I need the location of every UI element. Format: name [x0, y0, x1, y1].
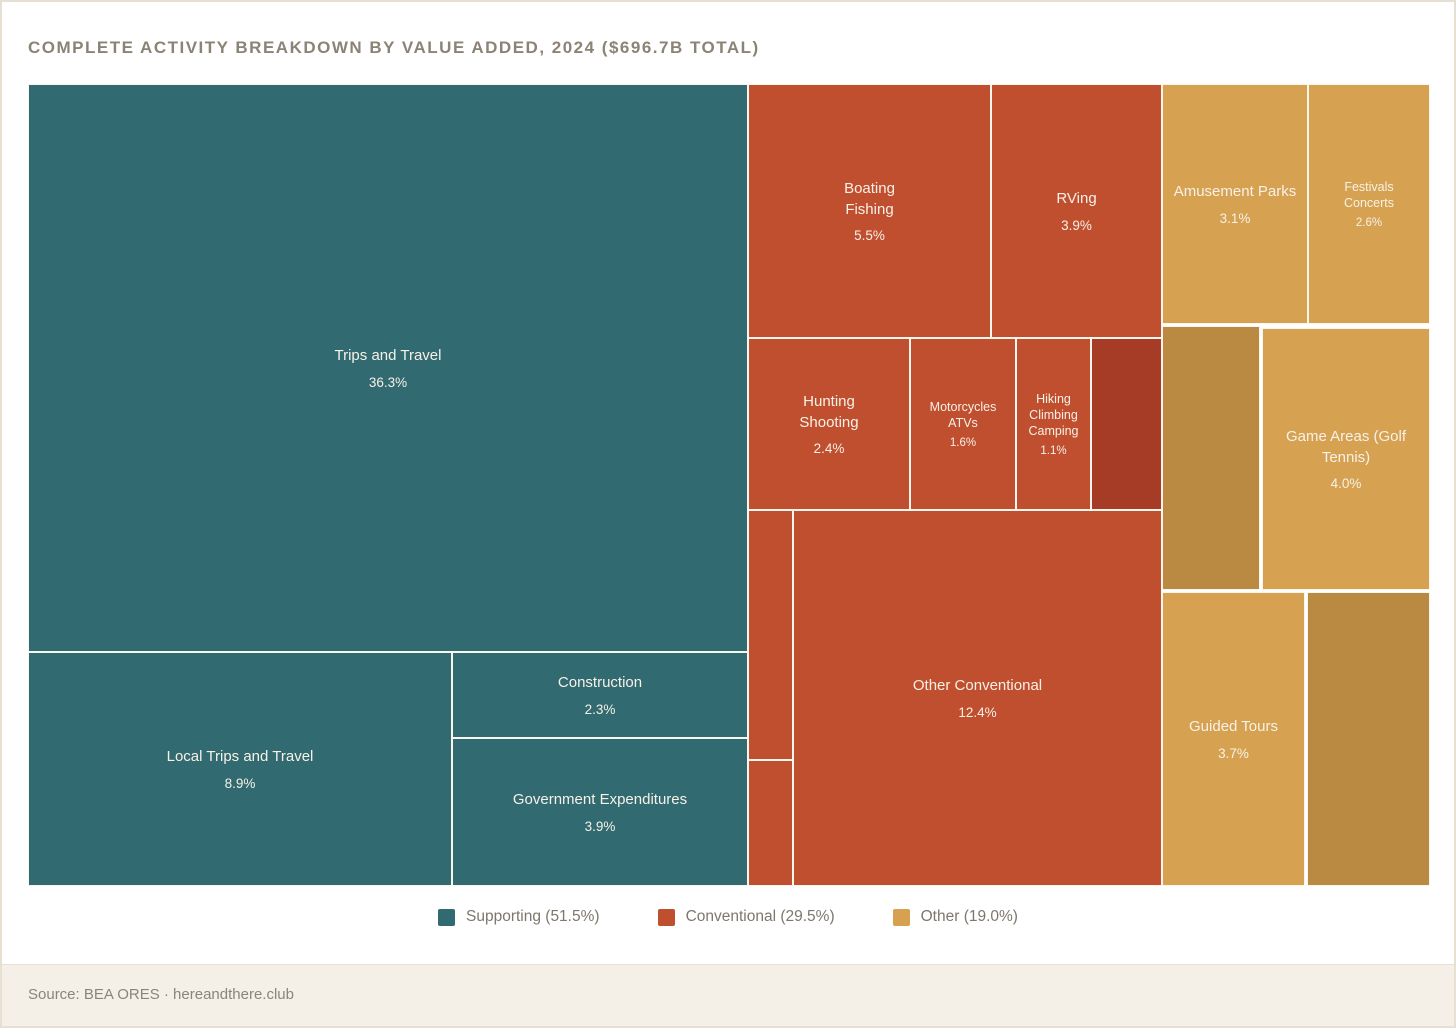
- treemap-cell-motorcycles-atvs[interactable]: Motorcycles ATVs 1.6%: [910, 338, 1016, 510]
- cell-label: Amusement Parks: [1173, 183, 1297, 201]
- treemap-cell-conventional-unlabeled-1[interactable]: [1091, 338, 1162, 510]
- legend-item-conventional[interactable]: Conventional (29.5%): [657, 908, 835, 926]
- cell-label: Government Expenditures: [512, 791, 688, 809]
- footer: Source: BEA ORES · hereandthere.club: [2, 964, 1454, 1026]
- treemap-cell-game-areas-golf-tennis[interactable]: Game Areas (Golf Tennis) 4.0%: [1262, 328, 1430, 590]
- legend-swatch-supporting: [438, 908, 455, 926]
- cell-label: Local Trips and Travel: [166, 748, 314, 766]
- treemap-cell-government-expenditures[interactable]: Government Expenditures 3.9%: [452, 738, 748, 886]
- cell-pct: 2.3%: [584, 701, 616, 717]
- legend-swatch-conventional: [657, 908, 675, 926]
- treemap-cell-boating-fishing[interactable]: Boating Fishing 5.5%: [748, 84, 991, 338]
- legend-swatch-other: [892, 908, 910, 926]
- cell-pct: 8.9%: [224, 775, 256, 791]
- source-text: Source: BEA ORES · hereandthere.club: [28, 986, 294, 1003]
- cell-label: Guided Tours: [1189, 718, 1278, 736]
- treemap-cell-other-conventional[interactable]: Other Conventional 12.4%: [793, 510, 1162, 886]
- cell-label: Motorcycles ATVs: [929, 399, 997, 430]
- treemap-cell-festivals-concerts[interactable]: Festivals Concerts 2.6%: [1308, 84, 1430, 324]
- cell-pct: 2.6%: [1355, 217, 1383, 230]
- cell-label: RVing: [1056, 190, 1097, 208]
- cell-pct: 3.1%: [1219, 210, 1251, 226]
- treemap-cell-amusement-parks[interactable]: Amusement Parks 3.1%: [1162, 84, 1308, 324]
- cell-pct: 1.6%: [949, 437, 977, 450]
- treemap-cell-conventional-unlabeled-2[interactable]: [748, 510, 793, 760]
- cell-pct: 2.4%: [813, 440, 845, 456]
- cell-pct: 3.9%: [584, 818, 616, 834]
- legend: Supporting (51.5%) Conventional (29.5%) Ot…: [2, 908, 1454, 926]
- chart-title: COMPLETE ACTIVITY BREAKDOWN BY VALUE ADD…: [28, 38, 760, 57]
- cell-pct: 3.9%: [1061, 217, 1092, 233]
- cell-pct: 4.0%: [1330, 475, 1362, 491]
- treemap-cell-guided-tours[interactable]: Guided Tours 3.7%: [1162, 592, 1305, 886]
- cell-label: Game Areas (Golf Tennis): [1285, 428, 1407, 466]
- cell-pct: 1.1%: [1040, 445, 1067, 458]
- treemap-cell-conventional-unlabeled-3[interactable]: [748, 760, 793, 886]
- treemap-cell-hiking-climbing-camping[interactable]: Hiking Climbing Camping 1.1%: [1016, 338, 1091, 510]
- treemap-cell-other-unlabeled-2[interactable]: [1307, 592, 1430, 886]
- legend-item-supporting[interactable]: Supporting (51.5%): [438, 908, 600, 926]
- legend-item-other[interactable]: Other (19.0%): [892, 908, 1018, 926]
- treemap: Trips and Travel 36.3% Local Trips and Tra…: [28, 84, 1430, 886]
- cell-label: Other Conventional: [912, 677, 1043, 695]
- legend-label: Conventional (29.5%): [685, 908, 835, 925]
- cell-pct: 12.4%: [958, 704, 997, 720]
- treemap-cell-hunting-shooting[interactable]: Hunting Shooting 2.4%: [748, 338, 910, 510]
- cell-label: Construction: [557, 674, 643, 692]
- cell-pct: 3.7%: [1218, 745, 1249, 761]
- cell-label: Festivals Concerts: [1343, 179, 1395, 210]
- treemap-cell-trips-and-travel[interactable]: Trips and Travel 36.3%: [28, 84, 748, 652]
- legend-label: Supporting (51.5%): [466, 908, 600, 925]
- treemap-cell-other-unlabeled-1[interactable]: [1162, 326, 1260, 590]
- cell-pct: 36.3%: [368, 374, 408, 390]
- cell-pct: 5.5%: [854, 227, 885, 243]
- cell-label: Hiking Climbing Camping: [1028, 391, 1079, 439]
- legend-label: Other (19.0%): [920, 908, 1018, 925]
- treemap-cell-rving[interactable]: RVing 3.9%: [991, 84, 1162, 338]
- cell-label: Boating Fishing: [844, 180, 895, 218]
- treemap-cell-construction[interactable]: Construction 2.3%: [452, 652, 748, 738]
- treemap-cell-local-trips-and-travel[interactable]: Local Trips and Travel 8.9%: [28, 652, 452, 886]
- cell-label: Hunting Shooting: [799, 393, 859, 431]
- cell-label: Trips and Travel: [334, 347, 442, 365]
